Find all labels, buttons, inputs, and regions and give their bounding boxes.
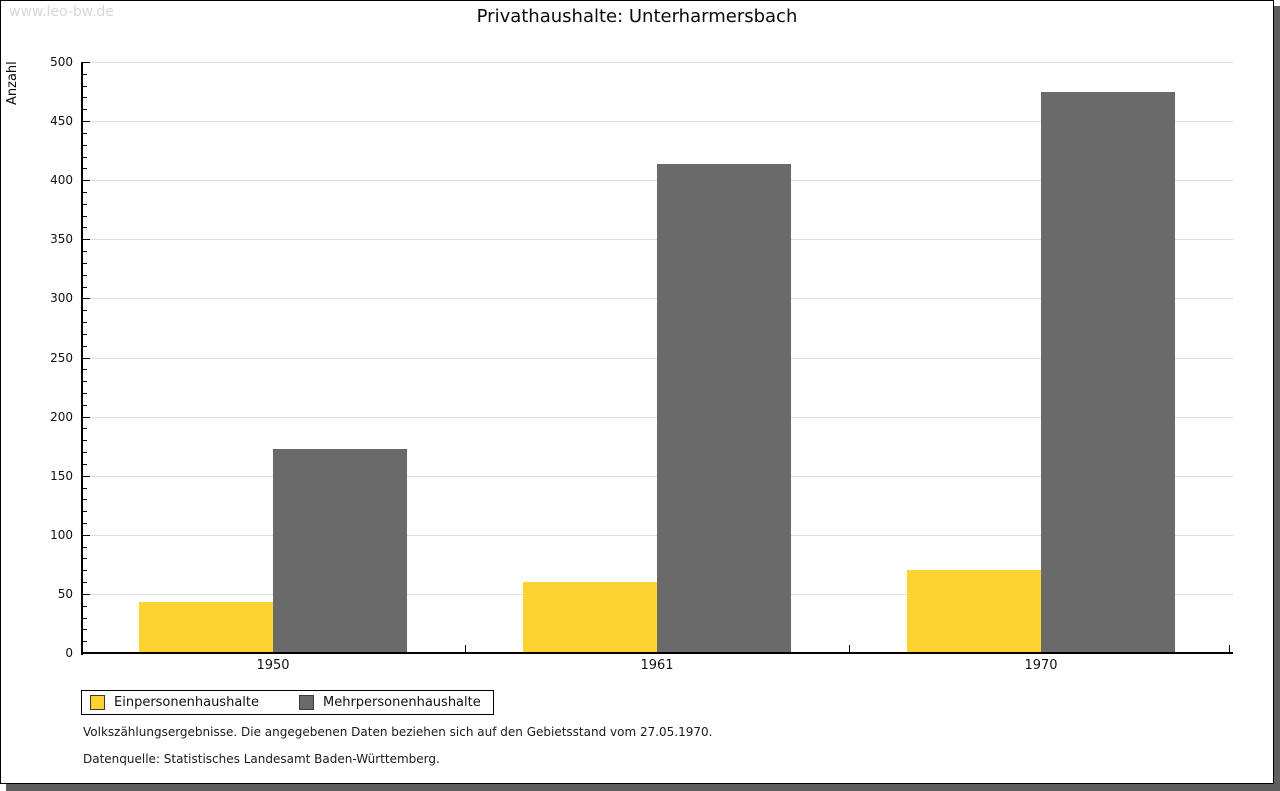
y-minor-tick — [83, 132, 87, 134]
y-minor-tick — [83, 227, 87, 229]
x-axis — [81, 652, 1233, 654]
y-minor-tick — [83, 322, 87, 324]
y-minor-tick — [83, 381, 87, 383]
y-major-tick — [83, 239, 90, 241]
y-major-tick — [83, 357, 90, 359]
y-major-tick — [83, 298, 90, 300]
x-tick-label: 1970 — [1024, 658, 1058, 673]
legend-swatch-gray — [299, 695, 314, 710]
y-axis-title: Anzahl — [5, 61, 20, 105]
y-minor-tick — [83, 168, 87, 170]
y-minor-tick — [83, 274, 87, 276]
y-minor-tick — [83, 452, 87, 454]
x-boundary-tick — [465, 645, 466, 653]
y-major-tick — [83, 180, 90, 182]
y-minor-tick — [83, 262, 87, 264]
y-tick-label: 250 — [50, 350, 73, 365]
y-minor-tick — [83, 641, 87, 643]
y-minor-tick — [83, 286, 87, 288]
y-minor-tick — [83, 570, 87, 572]
y-tick-label: 300 — [50, 291, 73, 306]
y-minor-tick — [83, 617, 87, 619]
legend-swatch-yellow — [90, 695, 105, 710]
footnote-datenquelle: Datenquelle: Statistisches Landesamt Bad… — [83, 752, 440, 766]
y-tick-label: 50 — [57, 586, 73, 601]
y-major-tick — [83, 534, 90, 536]
y-minor-tick — [83, 310, 87, 312]
bar-einpersonenhaushalte-1970 — [907, 570, 1041, 653]
y-minor-tick — [83, 109, 87, 111]
y-axis — [81, 62, 83, 655]
y-minor-tick — [83, 428, 87, 430]
y-minor-tick — [83, 487, 87, 489]
y-minor-tick — [83, 203, 87, 205]
y-minor-tick — [83, 629, 87, 631]
y-tick-label: 200 — [50, 409, 73, 424]
legend-label-einpersonenhaushalte: Einpersonenhaushalte — [114, 695, 259, 710]
y-tick-label: 450 — [50, 114, 73, 129]
y-major-tick — [83, 416, 90, 418]
y-minor-tick — [83, 499, 87, 501]
y-minor-tick — [83, 215, 87, 217]
y-minor-tick — [83, 144, 87, 146]
bar-einpersonenhaushalte-1950 — [139, 602, 273, 653]
y-tick-label: 500 — [50, 55, 73, 69]
window-shadow-right — [1274, 6, 1280, 791]
y-major-tick — [83, 62, 90, 63]
legend-item-einpersonenhaushalte: Einpersonenhaushalte — [90, 695, 259, 710]
y-tick-label: 100 — [50, 527, 73, 542]
y-minor-tick — [83, 463, 87, 465]
y-tick-label: 0 — [65, 646, 73, 660]
y-minor-tick — [83, 511, 87, 513]
y-minor-tick — [83, 369, 87, 371]
y-minor-tick — [83, 251, 87, 253]
y-minor-tick — [83, 192, 87, 194]
legend-label-mehrpersonenhaushalte: Mehrpersonenhaushalte — [323, 695, 481, 710]
y-minor-tick — [83, 605, 87, 607]
watermark: www.leo-bw.de — [9, 4, 114, 20]
plot-area: 1950 1961 1970 0 50 100 150 200 250 300 350 400 450 5… — [50, 55, 1233, 673]
x-end-tick — [1229, 645, 1230, 653]
y-minor-tick — [83, 97, 87, 99]
y-major-tick — [83, 475, 90, 477]
y-minor-tick — [83, 345, 87, 347]
y-minor-tick — [83, 392, 87, 394]
y-tick-label: 400 — [50, 173, 73, 188]
y-minor-tick — [83, 333, 87, 335]
legend-item-mehrpersonenhaushalte: Mehrpersonenhaushalte — [299, 695, 481, 710]
bar-mehrpersonenhaushalte-1970 — [1041, 91, 1175, 653]
x-tick-label: 1950 — [256, 658, 290, 673]
y-minor-tick — [83, 558, 87, 560]
y-minor-tick — [83, 440, 87, 442]
gridline — [81, 121, 1233, 123]
y-major-tick — [83, 593, 90, 595]
y-tick-label: 150 — [50, 468, 73, 483]
legend: Einpersonenhaushalte Mehrpersonenhaushal… — [81, 690, 494, 715]
y-minor-tick — [83, 156, 87, 158]
y-minor-tick — [83, 522, 87, 524]
y-minor-tick — [83, 582, 87, 584]
bar-mehrpersonenhaushalte-1961 — [657, 163, 791, 653]
chart-title: Privathaushalte: Unterharmersbach — [476, 6, 798, 27]
x-boundary-tick — [849, 645, 850, 653]
bar-einpersonenhaushalte-1961 — [523, 582, 657, 653]
y-minor-tick — [83, 85, 87, 87]
bar-mehrpersonenhaushalte-1950 — [273, 448, 407, 653]
y-major-tick — [83, 121, 90, 123]
y-tick-label: 350 — [50, 232, 73, 247]
footnote-gebietsstand: Volkszählungsergebnisse. Die angegebenen… — [83, 725, 713, 739]
gridline — [81, 62, 1233, 63]
y-minor-tick — [83, 73, 87, 75]
y-minor-tick — [83, 546, 87, 548]
x-tick-label: 1961 — [640, 658, 674, 673]
y-minor-tick — [83, 404, 87, 406]
window-shadow-bottom — [6, 784, 1274, 791]
